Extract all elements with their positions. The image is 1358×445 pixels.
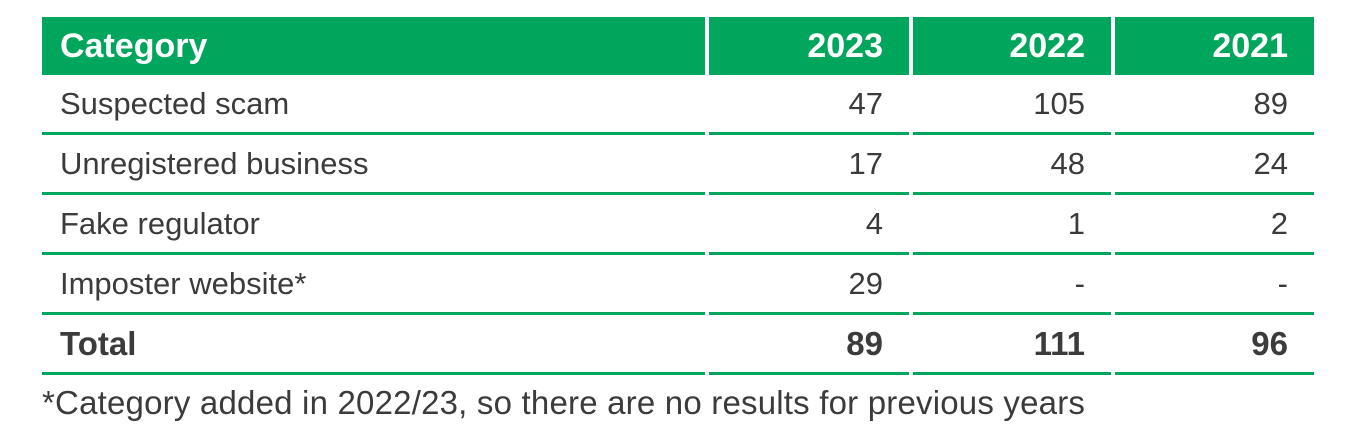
cell-2023-value: 17 (709, 135, 909, 195)
cell-2021-total: 96 (1115, 315, 1314, 375)
cell-category: Fake regulator (42, 195, 705, 255)
cell-2022-value: 48 (913, 135, 1111, 195)
table-row-total: Total 89 111 96 (42, 315, 1314, 375)
table-footnote: *Category added in 2022/23, so there are… (42, 384, 1086, 421)
table-row-unregistered-business: Unregistered business 17 48 24 (42, 135, 1314, 195)
cell-2021-value: 24 (1115, 135, 1314, 195)
cell-2022-total: 111 (913, 315, 1111, 375)
cell-2021-value: 2 (1115, 195, 1314, 255)
cell-2022-value: - (913, 255, 1111, 315)
scam-categories-table: Category 2023 2022 2021 Suspected scam 4… (42, 17, 1314, 422)
cell-2021-value: - (1115, 255, 1314, 315)
cell-2023-value: 47 (709, 75, 909, 135)
header-cell-category: Category (42, 17, 705, 75)
header-cell-2021: 2021 (1115, 17, 1314, 75)
cell-total-label: Total (42, 315, 705, 375)
cell-category: Unregistered business (42, 135, 705, 195)
header-cell-2022: 2022 (913, 17, 1111, 75)
cell-2023-value: 4 (709, 195, 909, 255)
cell-category: Suspected scam (42, 75, 705, 135)
table-row-fake-regulator: Fake regulator 4 1 2 (42, 195, 1314, 255)
cell-2022-value: 1 (913, 195, 1111, 255)
cell-2021-value: 89 (1115, 75, 1314, 135)
cell-2023-value: 29 (709, 255, 909, 315)
table-row-suspected-scam: Suspected scam 47 105 89 (42, 75, 1314, 135)
header-cell-2023: 2023 (709, 17, 909, 75)
table-row-imposter-website: Imposter website* 29 - - (42, 255, 1314, 315)
cell-2023-total: 89 (709, 315, 909, 375)
cell-category: Imposter website* (42, 255, 705, 315)
cell-2022-value: 105 (913, 75, 1111, 135)
table-header-row: Category 2023 2022 2021 (42, 17, 1314, 75)
